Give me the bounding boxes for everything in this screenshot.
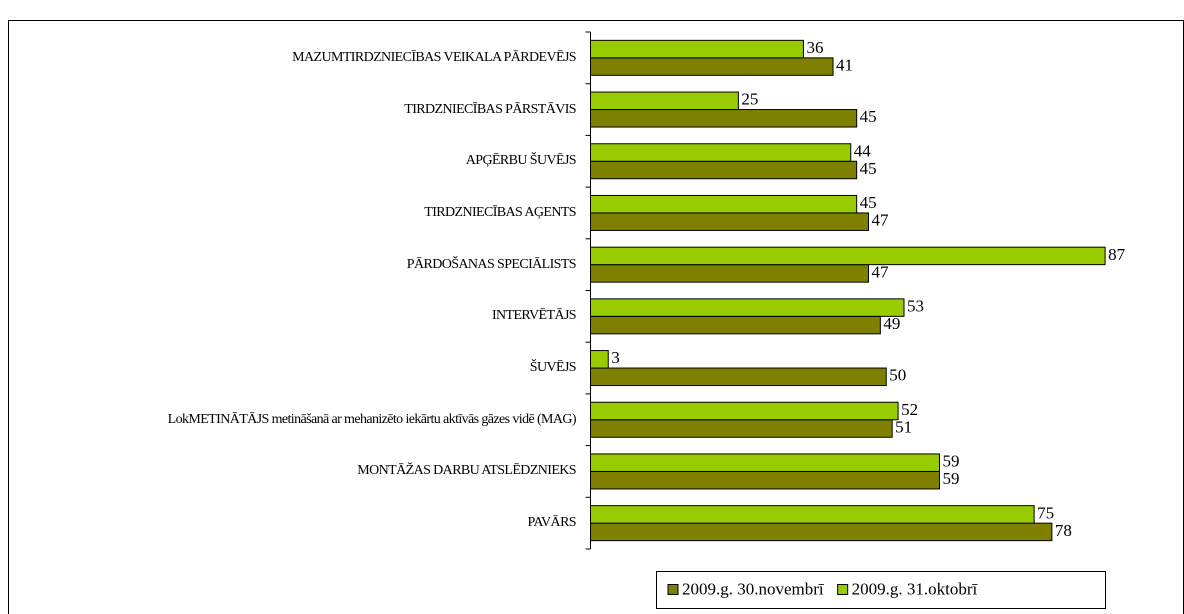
legend: 2009.g. 30.novembrī 2009.g. 31.oktobrī [656,571,1106,609]
bar [590,143,852,162]
bar [590,315,881,335]
legend-box [656,571,1106,609]
category-label: LokMETINĀTĀJS metināšanā ar mehanizēto i… [167,411,577,427]
value-label: 51 [895,417,912,436]
category-label: PAVĀRS [527,515,576,531]
value-label: 87 [1108,245,1126,264]
bar [590,453,940,472]
bar [590,246,1106,266]
value-label: 59 [942,469,959,488]
bar [590,298,905,317]
value-label: 3 [611,348,620,367]
bar [590,160,858,180]
value-label: 78 [1055,521,1072,540]
bar [590,91,739,111]
bar [590,57,834,76]
legend-swatch [837,584,849,595]
category-label: MAZUMTIRDZNIECĪBAS VEIKALA PĀRDEVĒJS [292,49,576,65]
value-label: 45 [860,107,877,126]
category-label: APĢĒRBU ŠUVĒJS [465,153,577,169]
bar [590,264,870,283]
value-label: 53 [907,297,924,316]
bar [590,39,804,59]
category-label: TIRDZNIECĪBAS PĀRSTĀVIS [404,101,576,117]
category-label: PĀRDOŠANAS SPECIĀLISTS [406,256,577,272]
value-label: 44 [854,141,872,160]
category-label: INTERVĒTĀJS [491,308,577,324]
value-label: 47 [872,262,890,281]
category-label: TIRDZNIECĪBAS AĢENTS [424,204,576,220]
value-label: 45 [860,159,877,178]
legend-label: 2009.g. 30.novembrī [682,579,824,598]
bar [590,401,899,421]
value-label: 49 [883,314,900,333]
value-label: 25 [741,90,758,109]
value-label: 59 [942,452,959,471]
value-label: 41 [836,56,853,75]
value-label: 75 [1037,503,1054,522]
value-label: 50 [889,366,906,385]
bar [590,419,893,438]
category-label: ŠUVĒJS [529,360,577,376]
bar [590,367,887,387]
value-label: 36 [806,38,823,57]
bar [590,505,1035,524]
bar [590,522,1053,542]
bar [590,350,609,369]
value-label: 45 [860,193,877,212]
category-label: MONTĀŽAS DARBU ATSLĒDZNIEKS [357,463,576,479]
legend-swatch [667,584,679,595]
legend-label: 2009.g. 31.oktobrī [852,579,978,598]
bar [590,109,858,128]
value-label: 47 [872,211,890,230]
bar [590,470,940,490]
bar [590,212,870,231]
value-label: 52 [901,400,918,419]
bar [590,194,858,214]
